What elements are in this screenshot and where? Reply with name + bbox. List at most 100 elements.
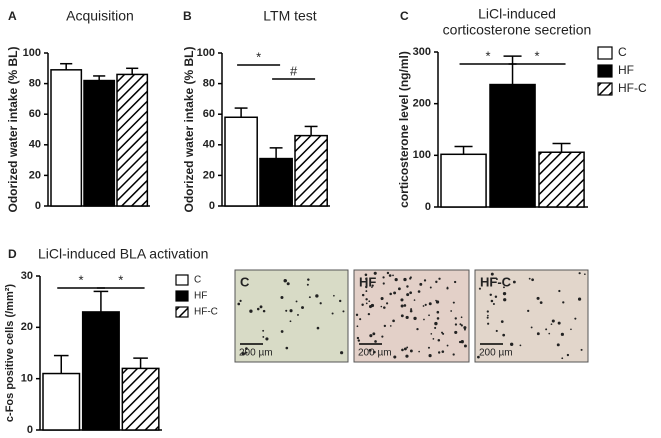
cell-dot <box>413 316 417 321</box>
legend-swatch <box>597 82 613 96</box>
y-tick-label: 100 <box>23 47 41 59</box>
y-tick-label: 80 <box>203 78 215 90</box>
micrograph-label: HF-C <box>480 274 512 289</box>
cell-dot <box>502 292 507 296</box>
cell-dot <box>237 302 241 306</box>
cell-dot <box>285 346 289 350</box>
cell-dot <box>356 336 360 340</box>
cell-dot <box>446 287 449 290</box>
chart-title: LiCl-induced BLA activation <box>38 246 208 262</box>
cell-dot <box>280 295 284 299</box>
cell-dot <box>367 312 371 316</box>
legend-label: C <box>194 275 201 286</box>
cell-dot <box>283 278 287 283</box>
cell-dot <box>428 302 432 306</box>
cell-dot <box>365 277 368 280</box>
cell-dot <box>368 348 372 352</box>
cell-dot <box>306 283 309 286</box>
bar <box>440 153 487 208</box>
cell-dot <box>490 299 494 303</box>
cell-dot <box>487 322 490 325</box>
cell-dot <box>301 306 305 310</box>
cell-dot <box>398 287 401 291</box>
significance-mark: * <box>118 272 123 287</box>
cell-dot <box>460 324 463 327</box>
y-tick-label: 60 <box>203 108 215 120</box>
cell-dot <box>359 318 362 321</box>
bar <box>81 311 120 431</box>
cell-dot <box>286 282 290 286</box>
y-tick-label: 20 <box>21 321 33 333</box>
legend-swatch <box>597 64 613 78</box>
cell-dot <box>403 277 407 282</box>
cell-dot <box>536 296 540 300</box>
bar <box>116 73 149 207</box>
cell-dot <box>556 343 560 347</box>
cell-dot <box>452 301 455 304</box>
cell-dot <box>406 346 409 349</box>
cell-dot <box>584 273 586 276</box>
cell-dot <box>262 335 265 338</box>
scale-bar-label: 200 µm <box>358 348 392 359</box>
cell-dot <box>437 351 441 354</box>
legend-swatch <box>597 46 613 60</box>
cell-dot <box>331 312 334 315</box>
panel-label: B <box>183 9 192 23</box>
cell-dot <box>437 339 441 342</box>
cell-dot <box>519 344 522 347</box>
cell-dot <box>432 337 435 340</box>
cell-dot <box>342 310 345 313</box>
y-tick-label: 10 <box>21 373 33 385</box>
y-tick-label: 80 <box>29 78 41 90</box>
cell-dot <box>262 309 266 313</box>
cell-dot <box>409 291 413 295</box>
cell-dot <box>441 331 444 334</box>
cell-dot <box>423 279 427 282</box>
cell-dot <box>355 313 359 317</box>
cell-dot <box>558 289 561 293</box>
cell-dot <box>371 284 374 287</box>
cell-dot <box>400 304 404 308</box>
cell-dot <box>428 314 430 317</box>
cell-dot <box>550 323 553 326</box>
cell-dot <box>490 272 494 276</box>
cell-dot <box>560 332 564 336</box>
cell-dot <box>259 305 263 309</box>
cell-dot <box>460 316 463 319</box>
cell-dot <box>386 302 389 305</box>
cell-dot <box>256 307 260 311</box>
y-tick-label: 20 <box>29 169 41 181</box>
cell-dot <box>394 278 398 282</box>
cell-dot <box>393 291 397 295</box>
scale-bar-label: 200 µm <box>479 348 513 359</box>
cell-dot <box>561 357 564 360</box>
cell-dot <box>400 298 404 302</box>
cell-dot <box>435 299 437 302</box>
cell-dot <box>389 325 392 327</box>
cell-dot <box>315 294 319 298</box>
legend-swatch <box>175 290 189 302</box>
bar <box>294 134 328 207</box>
cell-dot <box>413 299 416 301</box>
cell-dot <box>545 328 548 331</box>
y-tick-label: 100 <box>197 47 215 59</box>
cell-dot <box>297 313 299 316</box>
chart-title: LiCl-induced <box>478 6 556 22</box>
cell-dot <box>580 348 583 351</box>
chart-title: LTM test <box>263 8 317 24</box>
y-tick-label: 100 <box>413 149 431 161</box>
cell-dot <box>423 318 425 321</box>
cell-dot <box>265 337 269 341</box>
scale-bar-label: 200 µm <box>239 348 273 359</box>
chart-title: Acquisition <box>66 8 134 24</box>
cell-dot <box>570 328 572 331</box>
cell-dot <box>486 316 489 319</box>
cell-dot <box>424 303 427 306</box>
cell-dot <box>373 350 376 354</box>
cell-dot <box>435 300 440 304</box>
cell-dot <box>333 294 335 297</box>
cell-dot <box>372 332 376 336</box>
bar <box>224 116 258 207</box>
legend-label: HF-C <box>194 307 218 318</box>
